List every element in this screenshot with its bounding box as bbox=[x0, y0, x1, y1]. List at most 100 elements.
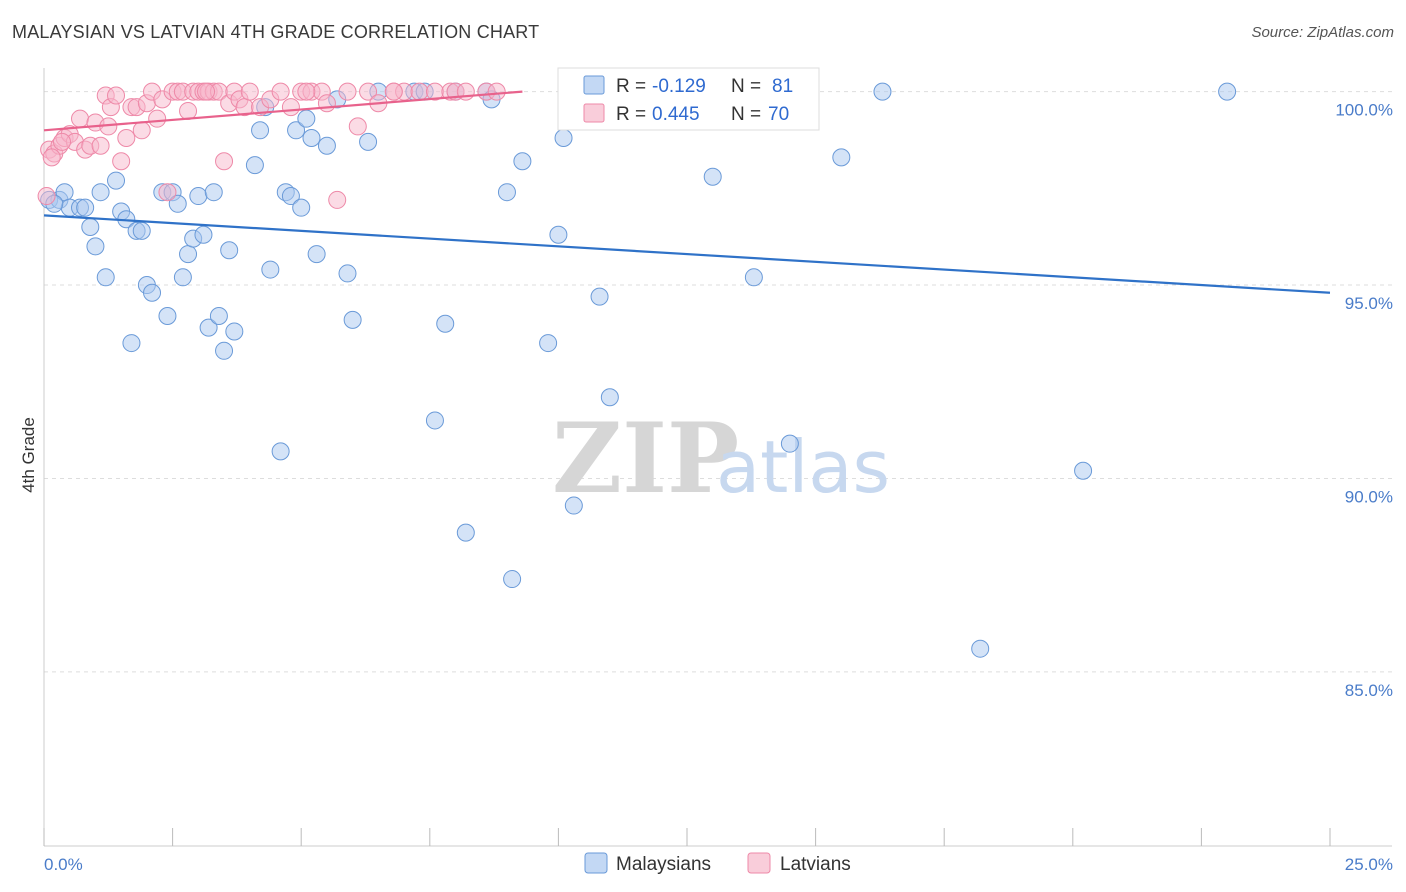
y-tick-label: 90.0% bbox=[1345, 487, 1393, 506]
latvians-trend-line bbox=[43, 90, 523, 132]
axes bbox=[43, 68, 1392, 847]
malaysian-point bbox=[189, 187, 208, 206]
x-tick-labels: 0.0% 25.0% bbox=[44, 855, 1393, 874]
malaysian-point bbox=[780, 434, 799, 453]
malaysian-point bbox=[261, 260, 280, 279]
malaysian-point bbox=[245, 156, 264, 175]
latvians-points bbox=[37, 82, 733, 209]
latvian-point bbox=[107, 86, 126, 105]
latvian-point bbox=[53, 132, 72, 151]
malaysian-point bbox=[81, 218, 100, 237]
malaysian-point bbox=[436, 314, 455, 333]
malaysian-point bbox=[317, 136, 336, 155]
latvian-point bbox=[410, 82, 429, 101]
series-legend: Malaysians Latvians bbox=[584, 852, 851, 875]
x-tick-label: 25.0% bbox=[1345, 855, 1393, 874]
latvian-point bbox=[148, 109, 167, 128]
malaysian-point bbox=[168, 194, 187, 213]
malaysian-point bbox=[590, 287, 609, 306]
malaysian-point bbox=[209, 306, 228, 325]
watermark-atlas: atlas bbox=[716, 425, 890, 509]
malaysian-point bbox=[215, 341, 234, 360]
latvian-point bbox=[71, 109, 90, 128]
malaysian-point bbox=[76, 198, 95, 217]
malaysian-point bbox=[503, 570, 522, 589]
legend-n-value-1: 81 bbox=[772, 76, 793, 97]
latvian-point bbox=[117, 129, 136, 148]
malaysian-point bbox=[302, 129, 321, 148]
malaysian-point bbox=[554, 129, 573, 148]
latvian-point bbox=[328, 190, 347, 209]
malaysian-point bbox=[292, 198, 311, 217]
malaysian-point bbox=[107, 171, 126, 190]
malaysian-point bbox=[143, 283, 162, 302]
legend-r-label-2: R = bbox=[616, 104, 646, 125]
malaysian-point bbox=[564, 496, 583, 515]
legend-r-value-1: -0.129 bbox=[652, 76, 706, 97]
y-tick-label: 95.0% bbox=[1345, 294, 1393, 313]
latvian-point bbox=[197, 82, 216, 101]
malaysian-point bbox=[91, 183, 110, 202]
series-legend-swatch-malaysians bbox=[584, 852, 608, 874]
malaysian-point bbox=[179, 245, 198, 264]
legend-r-label-1: R = bbox=[616, 76, 646, 97]
malaysian-point bbox=[173, 268, 192, 287]
malaysian-point bbox=[338, 264, 357, 283]
chart-title: MALAYSIAN VS LATVIAN 4TH GRADE CORRELATI… bbox=[12, 22, 540, 42]
legend-swatch-latvians bbox=[583, 103, 605, 123]
malaysian-point bbox=[744, 268, 763, 287]
malaysian-point bbox=[600, 388, 619, 407]
malaysian-point bbox=[359, 132, 378, 151]
malaysian-point bbox=[549, 225, 568, 244]
malaysian-point bbox=[425, 411, 444, 430]
malaysian-point bbox=[343, 310, 362, 329]
malaysian-point bbox=[86, 237, 105, 256]
malaysian-point bbox=[971, 639, 990, 658]
malaysian-point bbox=[271, 442, 290, 461]
legend-r-value-2: 0.445 bbox=[652, 104, 700, 125]
malaysian-point bbox=[281, 187, 300, 206]
latvian-point bbox=[384, 82, 403, 101]
source-label: Source: ZipAtlas.com bbox=[1251, 24, 1394, 41]
legend-n-label-1: N = bbox=[731, 76, 761, 97]
malaysian-point bbox=[703, 167, 722, 186]
malaysian-point bbox=[96, 268, 115, 287]
legend-n-value-2: 70 bbox=[768, 104, 789, 125]
series-legend-label-latvians: Latvians bbox=[780, 854, 851, 875]
malaysian-point bbox=[539, 334, 558, 353]
malaysian-point bbox=[873, 82, 892, 101]
y-tick-label: 100.0% bbox=[1335, 101, 1393, 120]
legend-swatch-malaysians bbox=[583, 75, 605, 95]
legend-n-label-2: N = bbox=[731, 104, 761, 125]
malaysian-point bbox=[132, 221, 151, 240]
latvian-point bbox=[158, 183, 177, 202]
malaysian-point bbox=[832, 148, 851, 167]
malaysian-point bbox=[1218, 82, 1237, 101]
watermark-zip: ZIP bbox=[552, 402, 739, 515]
y-axis-label: 4th Grade bbox=[19, 417, 38, 493]
latvian-point bbox=[240, 82, 259, 101]
latvian-point bbox=[37, 187, 56, 206]
latvian-point bbox=[112, 152, 131, 171]
malaysian-point bbox=[1074, 461, 1093, 480]
latvian-point bbox=[132, 121, 151, 140]
latvian-point bbox=[91, 136, 110, 155]
series-legend-swatch-latvians bbox=[747, 852, 771, 874]
series-legend-label-malaysians: Malaysians bbox=[616, 854, 711, 875]
latvian-point bbox=[359, 82, 378, 101]
y-tick-label: 85.0% bbox=[1345, 681, 1393, 700]
latvian-point bbox=[271, 82, 290, 101]
malaysian-point bbox=[497, 183, 516, 202]
latvian-point bbox=[281, 98, 300, 117]
malaysian-point bbox=[194, 225, 213, 244]
y-tick-labels: 100.0% 95.0% 90.0% 85.0% bbox=[1335, 101, 1393, 700]
malaysian-point bbox=[204, 183, 223, 202]
watermark: ZIP atlas bbox=[552, 402, 890, 515]
malaysian-point bbox=[287, 121, 306, 140]
latvian-point bbox=[338, 82, 357, 101]
malaysian-point bbox=[307, 245, 326, 264]
latvian-point bbox=[317, 94, 336, 113]
malaysian-point bbox=[251, 121, 270, 140]
malaysian-point bbox=[158, 306, 177, 325]
